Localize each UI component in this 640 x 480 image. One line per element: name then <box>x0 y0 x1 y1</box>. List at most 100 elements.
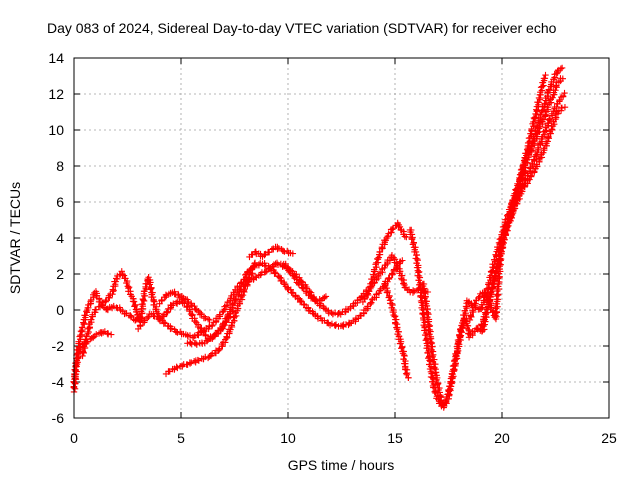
data-point <box>174 329 181 336</box>
data-point <box>408 236 416 243</box>
data-point <box>230 299 238 307</box>
data-point <box>188 301 195 309</box>
data-point <box>403 371 411 378</box>
data-point <box>367 299 375 306</box>
series-track-c <box>79 268 141 360</box>
data-point <box>172 299 180 307</box>
data-point <box>466 316 474 324</box>
data-point <box>540 75 548 82</box>
data-point <box>528 172 535 180</box>
data-point <box>92 306 100 313</box>
data-point <box>284 285 291 292</box>
data-point <box>131 303 138 310</box>
data-point <box>462 303 470 310</box>
data-point <box>433 381 441 389</box>
data-point <box>72 359 79 367</box>
data-point <box>399 257 406 264</box>
data-point <box>250 262 257 270</box>
data-point <box>289 250 297 257</box>
data-point <box>431 388 438 396</box>
data-point <box>559 75 567 82</box>
data-point <box>554 68 561 75</box>
data-point <box>163 309 170 317</box>
data-point <box>109 286 116 293</box>
data-point <box>552 114 559 121</box>
data-point <box>88 316 95 323</box>
data-point <box>262 268 269 276</box>
y-tick-label: -6 <box>52 410 65 426</box>
data-point <box>428 370 435 377</box>
data-point <box>496 255 504 262</box>
data-point <box>93 331 100 338</box>
data-point <box>292 273 300 281</box>
data-point <box>231 313 238 321</box>
data-point <box>393 316 400 323</box>
data-point <box>542 71 549 79</box>
data-point <box>561 104 569 111</box>
data-point <box>322 293 330 300</box>
data-point <box>430 365 438 372</box>
data-point <box>281 248 288 255</box>
data-point <box>321 294 328 301</box>
data-point <box>168 325 176 332</box>
data-point <box>536 111 544 119</box>
series-track-l <box>280 260 330 305</box>
data-point <box>191 302 198 310</box>
data-point <box>523 150 530 157</box>
data-point <box>427 358 434 365</box>
x-tick-label: 15 <box>387 430 403 446</box>
data-point <box>477 325 484 333</box>
y-axis-title: SDTVAR / TECUs <box>7 182 23 294</box>
data-point <box>239 291 247 299</box>
data-point <box>518 165 525 173</box>
data-point <box>83 308 90 315</box>
series-track-m <box>359 219 410 306</box>
data-point <box>400 280 407 287</box>
data-point <box>378 243 386 251</box>
data-point <box>274 261 282 269</box>
data-point <box>186 360 194 367</box>
data-point <box>540 116 548 123</box>
data-point <box>137 313 144 320</box>
x-tick-label: 25 <box>601 430 617 446</box>
data-point <box>265 265 273 273</box>
data-point <box>386 293 393 300</box>
grid <box>74 58 609 418</box>
data-point <box>496 273 503 280</box>
data-point <box>530 114 538 122</box>
data-point <box>143 314 151 322</box>
data-point <box>187 310 195 318</box>
data-point <box>73 363 80 370</box>
data-point <box>559 92 567 100</box>
data-point <box>191 332 198 340</box>
y-tick-label: 12 <box>48 86 64 102</box>
data-point <box>405 374 412 381</box>
data-point <box>147 286 154 293</box>
y-tick-label: 10 <box>48 122 64 138</box>
y-tick-label: 6 <box>56 194 64 210</box>
data-point <box>118 268 125 275</box>
data-point <box>341 308 349 316</box>
series-track-s <box>507 71 549 225</box>
data-point <box>77 327 85 335</box>
chart-title: Day 083 of 2024, Sidereal Day-to-day VTE… <box>47 20 557 36</box>
data-point <box>389 308 396 316</box>
data-point <box>502 230 510 238</box>
y-tick-label: -2 <box>52 338 65 354</box>
series-track-h <box>184 277 250 348</box>
data-point <box>424 318 431 325</box>
data-point <box>476 293 483 300</box>
data-point <box>204 315 212 323</box>
data-point <box>316 296 323 303</box>
data-point <box>558 104 566 112</box>
data-point <box>403 233 410 241</box>
data-point <box>82 312 89 319</box>
data-point <box>535 125 543 132</box>
data-point <box>215 346 223 354</box>
data-point <box>389 301 396 309</box>
data-point <box>487 288 494 296</box>
data-point <box>423 305 431 313</box>
data-point <box>558 64 566 72</box>
data-point <box>535 155 542 163</box>
data-point <box>401 352 408 360</box>
